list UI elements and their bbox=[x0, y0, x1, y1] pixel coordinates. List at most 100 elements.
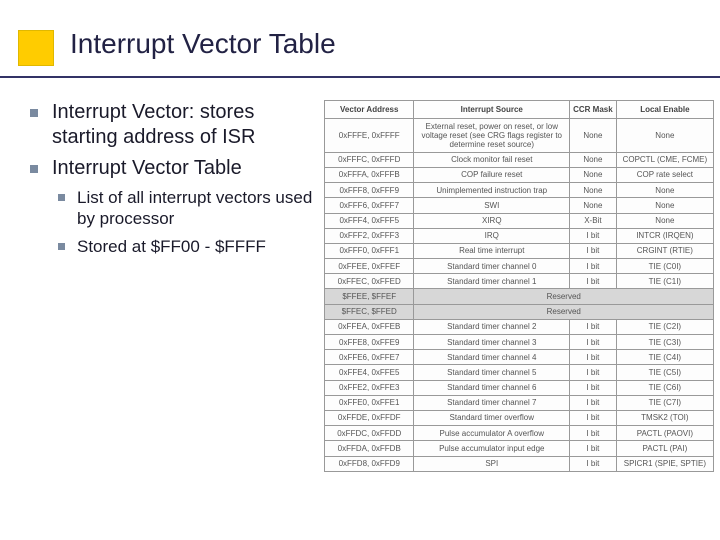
vector-table-wrap: Vector Address Interrupt Source CCR Mask… bbox=[324, 100, 714, 472]
table-cell-address: 0xFFD8, 0xFFD9 bbox=[325, 456, 414, 471]
table-cell-source: Standard timer channel 7 bbox=[414, 395, 570, 410]
table-cell-address: 0xFFF8, 0xFFF9 bbox=[325, 183, 414, 198]
table-cell-source: SPI bbox=[414, 456, 570, 471]
table-header-cell: Local Enable bbox=[616, 101, 713, 119]
sub-bullet-list: List of all interrupt vectors used by pr… bbox=[30, 187, 320, 257]
table-row: $FFEC, $FFEDReserved bbox=[325, 304, 714, 319]
table-cell-mask: I bit bbox=[570, 380, 617, 395]
table-cell-mask: I bit bbox=[570, 395, 617, 410]
table-cell-mask: I bit bbox=[570, 456, 617, 471]
table-cell-local-enable: TIE (C4I) bbox=[616, 350, 713, 365]
table-cell-local-enable: TIE (C3I) bbox=[616, 335, 713, 350]
table-cell-source: COP failure reset bbox=[414, 167, 570, 182]
table-cell-address: 0xFFDE, 0xFFDF bbox=[325, 410, 414, 425]
table-row: 0xFFFA, 0xFFFBCOP failure resetNoneCOP r… bbox=[325, 167, 714, 182]
bullet-marker-icon bbox=[58, 243, 65, 250]
table-cell-local-enable: COPCTL (CME, FCME) bbox=[616, 152, 713, 167]
table-cell-address: $FFEC, $FFED bbox=[325, 304, 414, 319]
table-row: 0xFFE6, 0xFFE7Standard timer channel 4I … bbox=[325, 350, 714, 365]
table-header-cell: Interrupt Source bbox=[414, 101, 570, 119]
table-cell-reserved: Reserved bbox=[414, 304, 714, 319]
table-cell-local-enable: CRGINT (RTIE) bbox=[616, 243, 713, 258]
table-cell-address: 0xFFEE, 0xFFEF bbox=[325, 259, 414, 274]
table-cell-local-enable: PACTL (PAOVI) bbox=[616, 426, 713, 441]
table-cell-address: 0xFFF2, 0xFFF3 bbox=[325, 228, 414, 243]
table-cell-source: Real time interrupt bbox=[414, 243, 570, 258]
table-cell-mask: I bit bbox=[570, 410, 617, 425]
table-cell-local-enable: TIE (C2I) bbox=[616, 319, 713, 334]
table-row: 0xFFEE, 0xFFEFStandard timer channel 0I … bbox=[325, 259, 714, 274]
table-cell-source: Standard timer overflow bbox=[414, 410, 570, 425]
table-cell-local-enable: TIE (C5I) bbox=[616, 365, 713, 380]
table-row: 0xFFEA, 0xFFEBStandard timer channel 2I … bbox=[325, 319, 714, 334]
table-cell-source: Standard timer channel 1 bbox=[414, 274, 570, 289]
table-row: 0xFFDA, 0xFFDBPulse accumulator input ed… bbox=[325, 441, 714, 456]
bullet-text: Interrupt Vector: stores starting addres… bbox=[52, 100, 320, 150]
table-cell-address: 0xFFF0, 0xFFF1 bbox=[325, 243, 414, 258]
table-row: 0xFFDE, 0xFFDFStandard timer overflowI b… bbox=[325, 410, 714, 425]
table-row: 0xFFE0, 0xFFE1Standard timer channel 7I … bbox=[325, 395, 714, 410]
table-cell-source: Pulse accumulator input edge bbox=[414, 441, 570, 456]
table-cell-source: Pulse accumulator A overflow bbox=[414, 426, 570, 441]
table-row: 0xFFFE, 0xFFFFExternal reset, power on r… bbox=[325, 119, 714, 153]
table-header-row: Vector Address Interrupt Source CCR Mask… bbox=[325, 101, 714, 119]
sub-bullet-item: Stored at $FF00 - $FFFF bbox=[30, 236, 320, 257]
table-cell-local-enable: None bbox=[616, 213, 713, 228]
table-cell-address: 0xFFDA, 0xFFDB bbox=[325, 441, 414, 456]
bullet-list: Interrupt Vector: stores starting addres… bbox=[30, 100, 320, 263]
table-row: 0xFFF6, 0xFFF7SWINoneNone bbox=[325, 198, 714, 213]
table-row: 0xFFFC, 0xFFFDClock monitor fail resetNo… bbox=[325, 152, 714, 167]
table-header-cell: Vector Address bbox=[325, 101, 414, 119]
table-cell-local-enable: TIE (C7I) bbox=[616, 395, 713, 410]
table-cell-mask: None bbox=[570, 119, 617, 153]
table-cell-address: 0xFFE0, 0xFFE1 bbox=[325, 395, 414, 410]
table-cell-source: IRQ bbox=[414, 228, 570, 243]
sub-bullet-item: List of all interrupt vectors used by pr… bbox=[30, 187, 320, 230]
table-cell-source: SWI bbox=[414, 198, 570, 213]
table-cell-mask: I bit bbox=[570, 259, 617, 274]
table-cell-local-enable: PACTL (PAI) bbox=[616, 441, 713, 456]
table-row: 0xFFF2, 0xFFF3IRQI bitINTCR (IRQEN) bbox=[325, 228, 714, 243]
slide-title: Interrupt Vector Table bbox=[70, 28, 336, 60]
table-cell-address: 0xFFE2, 0xFFE3 bbox=[325, 380, 414, 395]
table-cell-address: 0xFFFE, 0xFFFF bbox=[325, 119, 414, 153]
table-cell-mask: I bit bbox=[570, 441, 617, 456]
bullet-marker-icon bbox=[30, 109, 38, 117]
table-cell-mask: None bbox=[570, 152, 617, 167]
table-row: $FFEE, $FFEFReserved bbox=[325, 289, 714, 304]
table-cell-local-enable: None bbox=[616, 198, 713, 213]
table-cell-source: XIRQ bbox=[414, 213, 570, 228]
table-cell-source: Clock monitor fail reset bbox=[414, 152, 570, 167]
table-cell-address: 0xFFFA, 0xFFFB bbox=[325, 167, 414, 182]
table-header-cell: CCR Mask bbox=[570, 101, 617, 119]
table-cell-source: Standard timer channel 6 bbox=[414, 380, 570, 395]
table-cell-mask: I bit bbox=[570, 243, 617, 258]
table-cell-address: 0xFFDC, 0xFFDD bbox=[325, 426, 414, 441]
table-cell-address: 0xFFE4, 0xFFE5 bbox=[325, 365, 414, 380]
table-cell-address: $FFEE, $FFEF bbox=[325, 289, 414, 304]
table-cell-address: 0xFFE8, 0xFFE9 bbox=[325, 335, 414, 350]
bullet-text: Interrupt Vector Table bbox=[52, 156, 242, 181]
table-cell-local-enable: TIE (C0I) bbox=[616, 259, 713, 274]
table-cell-local-enable: COP rate select bbox=[616, 167, 713, 182]
table-cell-local-enable: None bbox=[616, 183, 713, 198]
table-row: 0xFFF4, 0xFFF5XIRQX-BitNone bbox=[325, 213, 714, 228]
table-cell-mask: None bbox=[570, 183, 617, 198]
table-cell-source: Standard timer channel 3 bbox=[414, 335, 570, 350]
table-cell-mask: I bit bbox=[570, 274, 617, 289]
table-cell-mask: X-Bit bbox=[570, 213, 617, 228]
table-cell-mask: I bit bbox=[570, 426, 617, 441]
table-cell-mask: I bit bbox=[570, 335, 617, 350]
table-cell-address: 0xFFFC, 0xFFFD bbox=[325, 152, 414, 167]
table-cell-mask: None bbox=[570, 167, 617, 182]
table-cell-mask: None bbox=[570, 198, 617, 213]
table-cell-source: External reset, power on reset, or low v… bbox=[414, 119, 570, 153]
table-cell-local-enable: TIE (C6I) bbox=[616, 380, 713, 395]
table-cell-local-enable: SPICR1 (SPIE, SPTIE) bbox=[616, 456, 713, 471]
table-row: 0xFFD8, 0xFFD9SPII bitSPICR1 (SPIE, SPTI… bbox=[325, 456, 714, 471]
sub-bullet-text: Stored at $FF00 - $FFFF bbox=[77, 236, 266, 257]
table-cell-mask: I bit bbox=[570, 350, 617, 365]
table-row: 0xFFEC, 0xFFEDStandard timer channel 1I … bbox=[325, 274, 714, 289]
table-cell-local-enable: TMSK2 (TOI) bbox=[616, 410, 713, 425]
table-row: 0xFFDC, 0xFFDDPulse accumulator A overfl… bbox=[325, 426, 714, 441]
